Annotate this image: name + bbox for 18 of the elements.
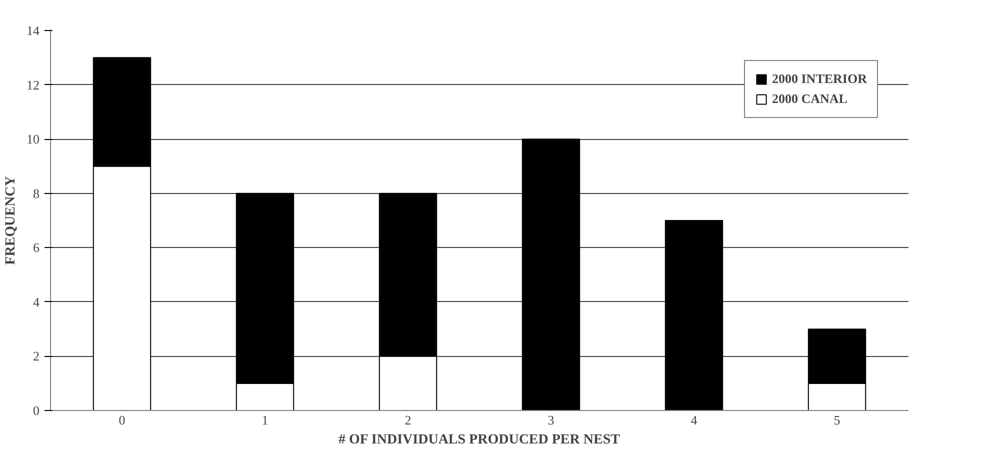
y-tick-label: 4: [33, 294, 40, 310]
y-axis-title: FREQUENCY: [4, 176, 18, 265]
y-tick-label: 10: [26, 132, 40, 147]
y-tick-label: 14: [26, 23, 40, 38]
x-tick-label: 5: [834, 412, 840, 428]
x-tick-label: 3: [548, 412, 554, 428]
x-axis-title: # OF INDIVIDUALS PRODUCED PER NEST: [338, 432, 621, 448]
y-tick-label: 6: [33, 240, 40, 256]
x-tick-label: 4: [690, 412, 698, 428]
x-tick-label: 0: [118, 412, 126, 428]
y-tick-label: 2: [33, 348, 40, 364]
y-tick-label: 8: [33, 186, 40, 201]
legend-label: 2000 INTERIOR: [772, 71, 867, 87]
x-tick-label: 2: [404, 412, 412, 428]
y-tick-label: 0: [33, 403, 40, 418]
x-tick-label: 1: [262, 412, 268, 428]
y-tick-label: 12: [26, 77, 40, 92]
legend-label: 2000 CANAL: [772, 91, 848, 107]
